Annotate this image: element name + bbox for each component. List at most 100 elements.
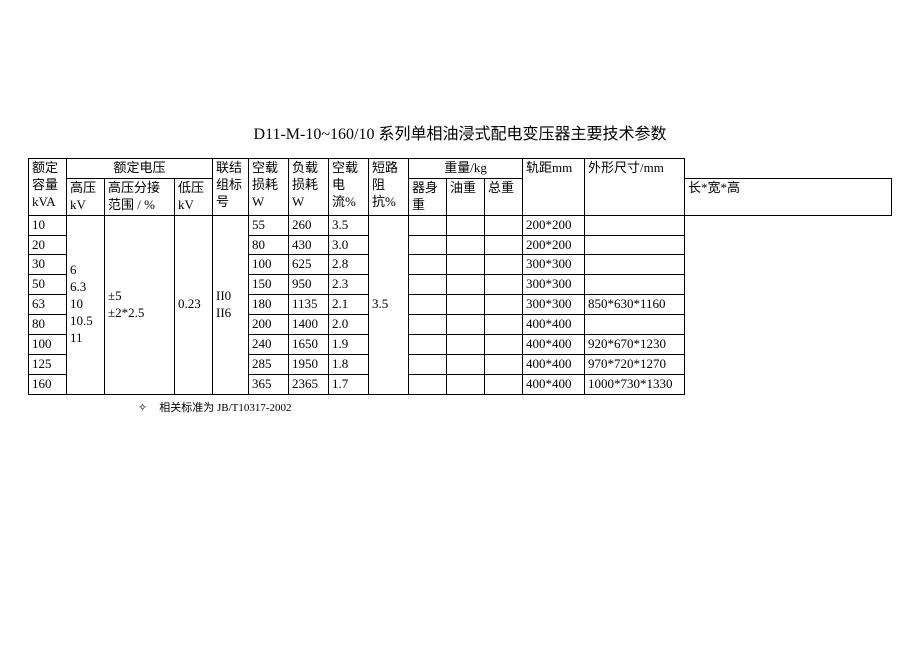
cell-noload-loss: 180 [249,295,289,315]
hdr-conn: 联结组标号 [213,159,249,216]
cell-body-weight [409,354,447,374]
cell-capacity: 100 [29,335,67,355]
cell-dimensions: 970*720*1270 [585,354,685,374]
hdr-impedance: 短路阻抗% [369,159,409,216]
cell-dimensions [585,255,685,275]
cell-load-loss: 260 [289,215,329,235]
cell-lv-merged: 0.23 [175,215,213,394]
cell-gauge: 400*400 [523,315,585,335]
cell-gauge: 400*400 [523,374,585,394]
hdr-noload-loss: 空载损耗W [249,159,289,216]
cell-noload-loss: 100 [249,255,289,275]
cell-load-loss: 1650 [289,335,329,355]
footnote-text: 相关标准为 JB/T10317-2002 [159,402,291,414]
cell-total-weight [485,374,523,394]
cell-capacity: 63 [29,295,67,315]
cell-noload-loss: 240 [249,335,289,355]
cell-noload-current: 1.8 [329,354,369,374]
cell-gauge: 400*400 [523,335,585,355]
cell-load-loss: 625 [289,255,329,275]
cell-oil-weight [447,235,485,255]
cell-noload-current: 2.1 [329,295,369,315]
cell-load-loss: 1950 [289,354,329,374]
cell-capacity: 160 [29,374,67,394]
cell-hv-merged: 66.31010.511 [67,215,105,394]
cell-dimensions [585,215,685,235]
cell-oil-weight [447,335,485,355]
cell-body-weight [409,295,447,315]
cell-gauge: 300*300 [523,295,585,315]
cell-oil-weight [447,215,485,235]
cell-noload-loss: 55 [249,215,289,235]
cell-total-weight [485,315,523,335]
spec-table: 额定容量kVA 额定电压 联结组标号 空载损耗W 负载损耗W 空载电流% 短路阻… [28,158,892,395]
cell-noload-current: 2.8 [329,255,369,275]
hdr-rated-voltage: 额定电压 [67,159,213,179]
cell-total-weight [485,235,523,255]
cell-noload-loss: 200 [249,315,289,335]
hdr-tap: 高压分接范围 / % [105,178,175,215]
cell-capacity: 20 [29,235,67,255]
header-row-2: 高压kV 高压分接范围 / % 低压kV 器身重 油重 总重 长*宽*高 [29,178,892,215]
hdr-total-weight: 总重 [485,178,523,215]
hdr-gauge: 轨距mm [523,159,585,216]
footnote: ✧相关标准为 JB/T10317-2002 [138,399,892,415]
cell-oil-weight [447,315,485,335]
cell-body-weight [409,215,447,235]
cell-total-weight [485,255,523,275]
cell-capacity: 30 [29,255,67,275]
cell-gauge: 300*300 [523,255,585,275]
cell-noload-loss: 150 [249,275,289,295]
cell-tap-merged: ±5±2*2.5 [105,215,175,394]
cell-capacity: 125 [29,354,67,374]
cell-load-loss: 430 [289,235,329,255]
cell-dimensions: 1000*730*1330 [585,374,685,394]
page-title: D11-M-10~160/10 系列单相油浸式配电变压器主要技术参数 [28,120,892,144]
cell-noload-current: 2.3 [329,275,369,295]
cell-oil-weight [447,354,485,374]
cell-gauge: 200*200 [523,235,585,255]
cell-gauge: 200*200 [523,215,585,235]
cell-oil-weight [447,255,485,275]
cell-noload-loss: 365 [249,374,289,394]
cell-noload-current: 2.0 [329,315,369,335]
cell-gauge: 400*400 [523,354,585,374]
hdr-lwh: 长*宽*高 [685,178,892,215]
hdr-weight: 重量/kg [409,159,523,179]
cell-body-weight [409,255,447,275]
hdr-dimensions: 外形尺寸/mm [585,159,685,216]
cell-noload-current: 3.5 [329,215,369,235]
cell-total-weight [485,295,523,315]
cell-noload-loss: 80 [249,235,289,255]
cell-total-weight [485,215,523,235]
cell-oil-weight [447,275,485,295]
hdr-capacity: 额定容量kVA [29,159,67,216]
hdr-noload-current: 空载电流% [329,159,369,216]
cell-oil-weight [447,374,485,394]
cell-noload-current: 3.0 [329,235,369,255]
header-row-1: 额定容量kVA 额定电压 联结组标号 空载损耗W 负载损耗W 空载电流% 短路阻… [29,159,892,179]
cell-dimensions: 850*630*1160 [585,295,685,315]
cell-body-weight [409,374,447,394]
hdr-body-weight: 器身重 [409,178,447,215]
cell-noload-current: 1.9 [329,335,369,355]
cell-body-weight [409,275,447,295]
hdr-oil-weight: 油重 [447,178,485,215]
cell-load-loss: 2365 [289,374,329,394]
cell-dimensions [585,315,685,335]
cell-conn-merged: II0II6 [213,215,249,394]
cell-load-loss: 950 [289,275,329,295]
cell-capacity: 50 [29,275,67,295]
cell-capacity: 80 [29,315,67,335]
cell-dimensions [585,275,685,295]
cell-noload-loss: 285 [249,354,289,374]
cell-body-weight [409,235,447,255]
hdr-hv: 高压kV [67,178,105,215]
cell-dimensions [585,235,685,255]
hdr-load-loss: 负载损耗W [289,159,329,216]
cell-body-weight [409,315,447,335]
cell-total-weight [485,354,523,374]
table-row: 1066.31010.511±5±2*2.50.23II0II6552603.5… [29,215,892,235]
cell-impedance-merged: 3.5 [369,215,409,394]
cell-dimensions: 920*670*1230 [585,335,685,355]
